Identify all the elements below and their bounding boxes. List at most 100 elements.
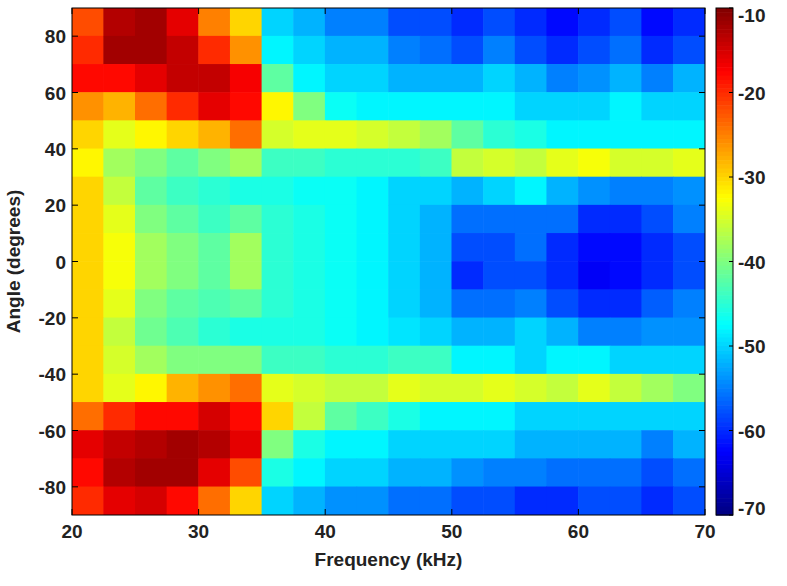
cell bbox=[262, 261, 294, 290]
cell bbox=[610, 458, 642, 487]
cell bbox=[388, 346, 420, 375]
colorbar-step bbox=[716, 33, 733, 38]
cell bbox=[578, 318, 610, 347]
cell bbox=[420, 8, 452, 36]
cell bbox=[357, 402, 389, 431]
cell bbox=[388, 261, 420, 290]
cell bbox=[546, 120, 578, 149]
cell bbox=[641, 64, 673, 93]
colorbar-step bbox=[716, 346, 733, 351]
x-tick bbox=[325, 8, 326, 14]
x-tick-label: 60 bbox=[568, 521, 589, 542]
y-tick bbox=[699, 374, 705, 375]
colorbar-step bbox=[716, 215, 733, 220]
cell bbox=[357, 64, 389, 93]
cell bbox=[546, 64, 578, 93]
colorbar-step bbox=[716, 181, 733, 186]
x-tick-label: 50 bbox=[441, 521, 462, 542]
cell bbox=[546, 374, 578, 403]
cell bbox=[293, 289, 325, 318]
y-axis-title: Angle (degrees) bbox=[3, 190, 24, 334]
cell bbox=[610, 64, 642, 93]
colorbar-step bbox=[716, 300, 733, 305]
colorbar-step bbox=[716, 147, 733, 152]
y-tick bbox=[699, 205, 705, 206]
cell bbox=[641, 36, 673, 65]
cell bbox=[578, 64, 610, 93]
cell bbox=[135, 487, 167, 515]
cell bbox=[167, 8, 199, 36]
colorbar-step bbox=[716, 8, 733, 13]
cell bbox=[72, 120, 104, 149]
cell bbox=[103, 177, 135, 206]
colorbar-step bbox=[716, 219, 733, 224]
cell bbox=[135, 458, 167, 487]
cell bbox=[546, 233, 578, 262]
colorbar-step bbox=[716, 71, 733, 76]
colorbar-step bbox=[716, 464, 733, 469]
cell bbox=[420, 233, 452, 262]
cell bbox=[103, 402, 135, 431]
cell bbox=[673, 261, 705, 290]
cell bbox=[198, 177, 230, 206]
cell bbox=[483, 374, 515, 403]
cell bbox=[452, 92, 484, 121]
cell bbox=[483, 149, 515, 178]
colorbar-step bbox=[716, 211, 733, 216]
colorbar-step bbox=[716, 105, 733, 110]
colorbar-step bbox=[716, 409, 733, 414]
cell bbox=[420, 64, 452, 93]
cell bbox=[103, 64, 135, 93]
colorbar-step bbox=[716, 118, 733, 123]
cell bbox=[293, 64, 325, 93]
cell bbox=[135, 430, 167, 459]
cell bbox=[198, 318, 230, 347]
colorbar-step bbox=[716, 228, 733, 233]
cell bbox=[103, 487, 135, 515]
cell bbox=[167, 346, 199, 375]
cell bbox=[578, 289, 610, 318]
cell bbox=[135, 402, 167, 431]
x-tick bbox=[72, 8, 73, 14]
cell bbox=[388, 120, 420, 149]
colorbar-step bbox=[716, 16, 733, 21]
cell bbox=[72, 318, 104, 347]
cell bbox=[546, 289, 578, 318]
cell bbox=[452, 64, 484, 93]
colorbar-step bbox=[716, 325, 733, 330]
cell bbox=[325, 430, 357, 459]
cell bbox=[72, 177, 104, 206]
cell bbox=[293, 374, 325, 403]
colorbar-step bbox=[716, 384, 733, 389]
colorbar-step bbox=[716, 333, 733, 338]
cell bbox=[641, 374, 673, 403]
cell bbox=[578, 149, 610, 178]
cell bbox=[357, 261, 389, 290]
colorbar-step bbox=[716, 190, 733, 195]
y-tick bbox=[699, 148, 705, 149]
cell bbox=[167, 64, 199, 93]
colorbar-step bbox=[716, 202, 733, 207]
cell bbox=[452, 318, 484, 347]
cell bbox=[135, 261, 167, 290]
cell bbox=[72, 346, 104, 375]
cell bbox=[388, 233, 420, 262]
cell bbox=[167, 120, 199, 149]
cell bbox=[167, 261, 199, 290]
cell bbox=[578, 374, 610, 403]
cell bbox=[420, 205, 452, 234]
colorbar-step bbox=[716, 405, 733, 410]
colorbar-step bbox=[716, 152, 733, 157]
cell bbox=[293, 261, 325, 290]
cell bbox=[262, 346, 294, 375]
cell bbox=[325, 318, 357, 347]
colorbar-step bbox=[716, 397, 733, 402]
cell bbox=[420, 120, 452, 149]
colorbar-step bbox=[716, 452, 733, 457]
x-tick bbox=[198, 509, 199, 515]
cell bbox=[420, 92, 452, 121]
colorbar-step bbox=[716, 109, 733, 114]
colorbar-step bbox=[716, 126, 733, 131]
cell bbox=[230, 289, 262, 318]
cell bbox=[388, 36, 420, 65]
